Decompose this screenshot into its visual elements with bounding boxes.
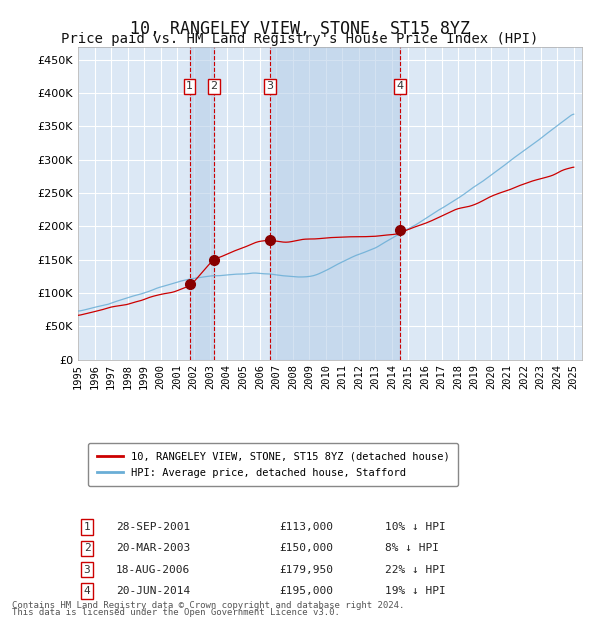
Text: 1: 1 (186, 81, 193, 92)
Text: 4: 4 (83, 586, 91, 596)
Bar (270, 46, 400, 360)
Text: 3: 3 (83, 565, 91, 575)
Text: 4: 4 (396, 81, 403, 92)
Text: 28-SEP-2001: 28-SEP-2001 (116, 522, 190, 532)
Text: 8% ↓ HPI: 8% ↓ HPI (385, 543, 439, 554)
Text: 19% ↓ HPI: 19% ↓ HPI (385, 586, 446, 596)
Text: Contains HM Land Registry data © Crown copyright and database right 2024.: Contains HM Land Registry data © Crown c… (12, 601, 404, 609)
Text: 2: 2 (83, 543, 91, 554)
Text: 18-AUG-2006: 18-AUG-2006 (116, 565, 190, 575)
Text: 20-MAR-2003: 20-MAR-2003 (116, 543, 190, 554)
Bar (190, 46, 214, 360)
Text: £179,950: £179,950 (280, 565, 334, 575)
Text: £113,000: £113,000 (280, 522, 334, 532)
Legend: 10, RANGELEY VIEW, STONE, ST15 8YZ (detached house), HPI: Average price, detache: 10, RANGELEY VIEW, STONE, ST15 8YZ (deta… (88, 443, 458, 486)
Text: 1: 1 (83, 522, 91, 532)
Text: 20-JUN-2014: 20-JUN-2014 (116, 586, 190, 596)
Text: £150,000: £150,000 (280, 543, 334, 554)
Text: Price paid vs. HM Land Registry's House Price Index (HPI): Price paid vs. HM Land Registry's House … (61, 32, 539, 46)
Text: 10, RANGELEY VIEW, STONE, ST15 8YZ: 10, RANGELEY VIEW, STONE, ST15 8YZ (130, 20, 470, 38)
Text: 10% ↓ HPI: 10% ↓ HPI (385, 522, 446, 532)
Text: 22% ↓ HPI: 22% ↓ HPI (385, 565, 446, 575)
Text: 3: 3 (266, 81, 274, 92)
Text: £195,000: £195,000 (280, 586, 334, 596)
Text: 2: 2 (210, 81, 217, 92)
Text: This data is licensed under the Open Government Licence v3.0.: This data is licensed under the Open Gov… (12, 608, 340, 617)
